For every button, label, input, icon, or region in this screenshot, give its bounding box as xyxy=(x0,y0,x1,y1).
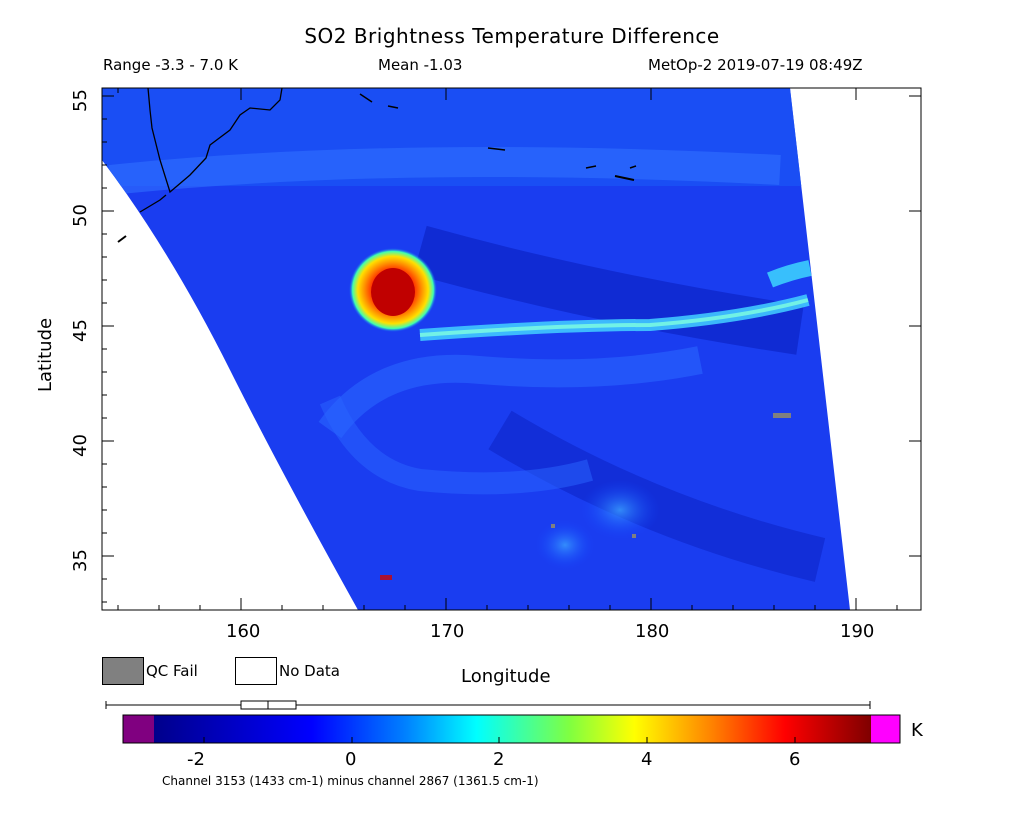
colorbar-tick-label: 2 xyxy=(493,749,505,770)
colorbar-tick-label: 4 xyxy=(641,749,653,770)
stats-boxplot xyxy=(105,700,871,710)
range-text: Range -3.3 - 7.0 K xyxy=(103,56,238,74)
mean-text: Mean -1.03 xyxy=(378,56,463,74)
x-tick-label: 160 xyxy=(226,621,261,642)
map-title: SO2 Brightness Temperature Difference xyxy=(304,24,720,48)
y-tick-label: 35 xyxy=(70,549,91,572)
x-tick-label: 170 xyxy=(430,621,465,642)
colorbar-under xyxy=(123,715,154,743)
colorbar-tick-label: -2 xyxy=(187,749,205,770)
colorbar-caption: Channel 3153 (1433 cm-1) minus channel 2… xyxy=(162,774,539,788)
colorbar-ramp xyxy=(154,715,871,743)
qc-fail-label: QC Fail xyxy=(146,662,198,680)
y-tick-label: 40 xyxy=(70,434,91,457)
colorbar xyxy=(122,714,901,744)
x-tick-label: 180 xyxy=(635,621,670,642)
colorbar-tick-label: 0 xyxy=(345,749,357,770)
swath-data xyxy=(102,88,850,610)
y-tick-label: 55 xyxy=(70,89,91,112)
y-ticks xyxy=(102,95,921,603)
no-data-label: No Data xyxy=(279,662,340,680)
qc-fail-swatch xyxy=(102,657,144,685)
satellite-timestamp: MetOp-2 2019-07-19 08:49Z xyxy=(648,56,863,74)
y-tick-label: 45 xyxy=(70,319,91,342)
x-ticks xyxy=(117,88,898,610)
colorbar-units: K xyxy=(911,720,923,741)
x-axis-label: Longitude xyxy=(461,666,551,687)
no-data-swatch xyxy=(235,657,277,685)
y-axis-label: Latitude xyxy=(35,317,56,392)
colorbar-tick-label: 6 xyxy=(789,749,801,770)
colorbar-over xyxy=(871,715,900,743)
y-tick-label: 50 xyxy=(70,204,91,227)
x-tick-label: 190 xyxy=(840,621,875,642)
